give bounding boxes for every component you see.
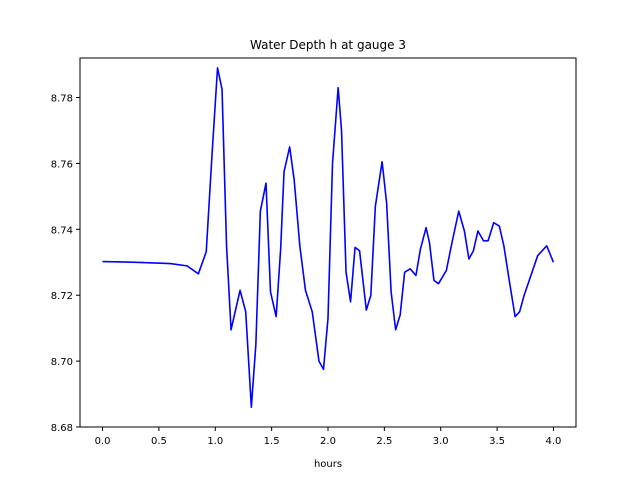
x-tick-label: 3.5 <box>489 436 505 447</box>
x-tick-label: 0.0 <box>95 436 111 447</box>
x-axis: 0.0 0.5 1.0 1.5 2.0 2.5 3.0 3.5 4.0 <box>95 427 562 447</box>
x-tick-label: 2.0 <box>320 436 336 447</box>
y-tick-label: 8.72 <box>51 291 73 302</box>
y-tick-label: 8.76 <box>51 159 73 170</box>
series-line-1 <box>102 67 555 409</box>
chart-title: Water Depth h at gauge 3 <box>250 38 406 52</box>
x-tick-label: 4.0 <box>546 436 562 447</box>
y-tick-label: 8.68 <box>51 423 73 434</box>
x-tick-label: 3.0 <box>433 436 449 447</box>
y-tick-label: 8.78 <box>51 94 73 105</box>
x-tick-label: 0.5 <box>151 436 167 447</box>
x-tick-label: 2.5 <box>376 436 392 447</box>
y-tick-label: 8.74 <box>51 225 73 236</box>
y-tick-label: 8.70 <box>51 357 73 368</box>
y-axis: 8.68 8.70 8.72 8.74 8.76 8.78 <box>51 94 80 434</box>
x-tick-label: 1.5 <box>264 436 280 447</box>
x-axis-label: hours <box>314 459 342 470</box>
x-tick-label: 1.0 <box>207 436 223 447</box>
